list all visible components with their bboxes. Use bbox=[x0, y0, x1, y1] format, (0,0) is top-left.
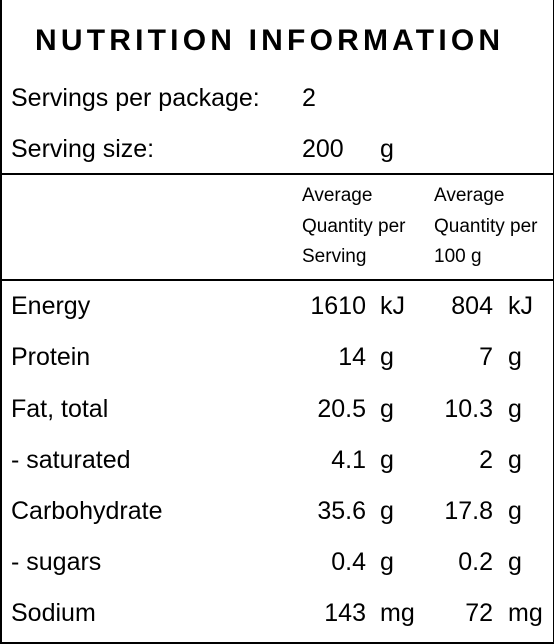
per-serving-unit: g bbox=[380, 497, 394, 525]
per-100g-unit: mg bbox=[508, 599, 543, 627]
per-serving-value: 0.4 bbox=[331, 548, 366, 576]
table-row: Carbohydrate 35.6 g 17.8 g bbox=[2, 486, 553, 537]
per-serving-value: 1610 bbox=[310, 292, 366, 320]
per-100g-value: 0.2 bbox=[458, 548, 493, 576]
nutrient-name: Sodium bbox=[11, 599, 96, 627]
per-100g-value: 10.3 bbox=[444, 395, 493, 423]
per-100g-unit: g bbox=[508, 395, 522, 423]
nutrient-name: - sugars bbox=[11, 548, 102, 576]
per-100g-unit: kJ bbox=[508, 292, 533, 320]
per-100g-unit: g bbox=[508, 497, 522, 525]
serving-size-unit: g bbox=[380, 135, 394, 163]
per-serving-unit: kJ bbox=[380, 292, 405, 320]
nutrient-name: Fat, total bbox=[11, 395, 109, 423]
per-100g-value: 72 bbox=[465, 599, 493, 627]
serving-size-value: 200 bbox=[302, 135, 344, 163]
per-serving-value: 4.1 bbox=[331, 446, 366, 474]
per-serving-unit: g bbox=[380, 548, 394, 576]
per-100g-value: 2 bbox=[479, 446, 493, 474]
table-row: Energy 1610 kJ 804 kJ bbox=[2, 281, 553, 332]
per-serving-value: 35.6 bbox=[317, 497, 366, 525]
servings-label: Servings per package: bbox=[11, 84, 260, 112]
nutrient-name: Carbohydrate bbox=[11, 497, 163, 525]
panel-title: NUTRITION INFORMATION bbox=[35, 24, 505, 57]
table-row: Sodium 143 mg 72 mg bbox=[2, 588, 553, 639]
header-per-100g: Average Quantity per 100 g bbox=[434, 185, 538, 267]
per-serving-value: 14 bbox=[338, 343, 366, 371]
per-100g-value: 804 bbox=[451, 292, 493, 320]
nutrient-name: - saturated bbox=[11, 446, 131, 474]
servings-value: 2 bbox=[302, 84, 316, 112]
per-serving-unit: g bbox=[380, 343, 394, 371]
nutrient-name: Protein bbox=[11, 343, 91, 371]
per-serving-unit: mg bbox=[380, 599, 415, 627]
serving-size-label: Serving size: bbox=[11, 135, 155, 163]
table-row: Protein 14 g 7 g bbox=[2, 332, 553, 383]
per-serving-unit: g bbox=[380, 446, 394, 474]
table-row: - saturated 4.1 g 2 g bbox=[2, 435, 553, 486]
per-100g-unit: g bbox=[508, 343, 522, 371]
per-100g-unit: g bbox=[508, 548, 522, 576]
nutrient-name: Energy bbox=[11, 292, 91, 320]
divider-header bbox=[2, 279, 553, 281]
per-serving-value: 143 bbox=[324, 599, 366, 627]
per-100g-unit: g bbox=[508, 446, 522, 474]
per-serving-value: 20.5 bbox=[317, 395, 366, 423]
per-serving-unit: g bbox=[380, 395, 394, 423]
table-row: - sugars 0.4 g 0.2 g bbox=[2, 537, 553, 588]
divider-top bbox=[2, 173, 553, 175]
header-per-serving: Average Quantity per Serving bbox=[302, 185, 406, 267]
per-100g-value: 17.8 bbox=[444, 497, 493, 525]
table-row: Fat, total 20.5 g 10.3 g bbox=[2, 384, 553, 435]
per-100g-value: 7 bbox=[479, 343, 493, 371]
